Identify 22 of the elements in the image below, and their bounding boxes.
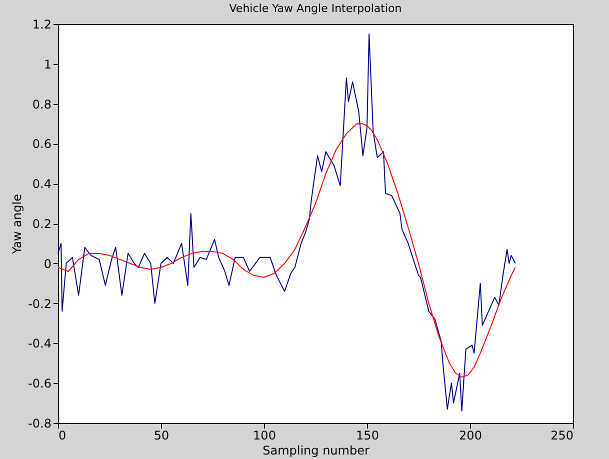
x-axis-title: Sampling number <box>262 444 370 458</box>
y-tick-label: 0.4 <box>32 177 52 192</box>
x-tick-label: 50 <box>154 428 170 442</box>
x-tick-label: 200 <box>459 428 482 442</box>
y-tick-label: 0.2 <box>32 217 52 231</box>
x-tick-label: 0 <box>58 428 66 442</box>
x-tick-label: 150 <box>356 428 379 442</box>
y-tick-label: 1.2 <box>32 18 52 32</box>
y-tick-label: -0.4 <box>28 336 52 351</box>
y-tick-label: 0 <box>44 256 52 271</box>
y-tick-label: 0.6 <box>32 137 52 152</box>
y-tick-label: 1 <box>44 57 52 72</box>
y-axis-title: Yaw angle <box>10 194 24 255</box>
chart-title: Vehicle Yaw Angle Interpolation <box>229 2 402 15</box>
y-tick-label: 0.8 <box>32 97 52 112</box>
line-series <box>58 33 516 412</box>
line-series <box>58 123 516 378</box>
y-tick-label: -0.2 <box>28 296 52 311</box>
x-tick-label: 100 <box>253 428 276 442</box>
x-tick-label: 250 <box>550 428 574 442</box>
y-tick-label: -0.8 <box>28 416 52 430</box>
y-tick-label: -0.6 <box>28 376 52 391</box>
